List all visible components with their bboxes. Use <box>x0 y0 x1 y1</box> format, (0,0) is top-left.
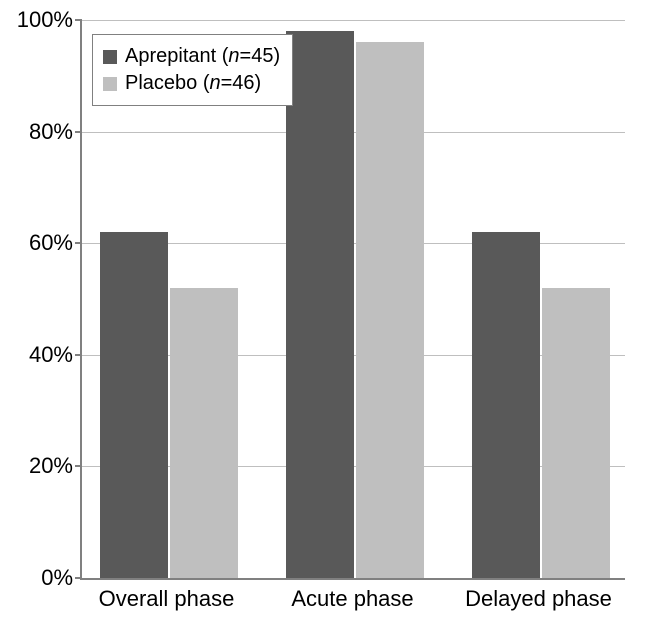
y-tick-label: 20% <box>13 453 73 479</box>
x-tick-label: Overall phase <box>99 586 235 612</box>
grid-line <box>82 20 625 21</box>
y-tick-label: 80% <box>13 119 73 145</box>
bar-placebo <box>356 42 424 578</box>
grid-line <box>82 132 625 133</box>
legend: Aprepitant (n=45)Placebo (n=46) <box>92 34 293 106</box>
legend-label: Placebo (n=46) <box>125 70 261 97</box>
bar-placebo <box>170 288 238 578</box>
y-tick-mark <box>75 19 82 21</box>
y-tick-mark <box>75 242 82 244</box>
legend-item: Aprepitant (n=45) <box>103 43 280 70</box>
y-tick-mark <box>75 577 82 579</box>
bar-aprepitant <box>100 232 168 578</box>
legend-swatch <box>103 50 117 64</box>
x-tick-label: Acute phase <box>291 586 413 612</box>
y-tick-label: 100% <box>13 7 73 33</box>
y-tick-label: 40% <box>13 342 73 368</box>
y-tick-label: 0% <box>13 565 73 591</box>
bar-aprepitant <box>472 232 540 578</box>
y-tick-mark <box>75 465 82 467</box>
y-tick-label: 60% <box>13 230 73 256</box>
bar-placebo <box>542 288 610 578</box>
legend-label: Aprepitant (n=45) <box>125 43 280 70</box>
bar-chart: Aprepitant (n=45)Placebo (n=46) 0% 20% 40%… <box>0 0 648 640</box>
legend-item: Placebo (n=46) <box>103 70 280 97</box>
bar-aprepitant <box>286 31 354 578</box>
y-tick-mark <box>75 131 82 133</box>
y-tick-mark <box>75 354 82 356</box>
legend-swatch <box>103 77 117 91</box>
x-tick-label: Delayed phase <box>465 586 612 612</box>
